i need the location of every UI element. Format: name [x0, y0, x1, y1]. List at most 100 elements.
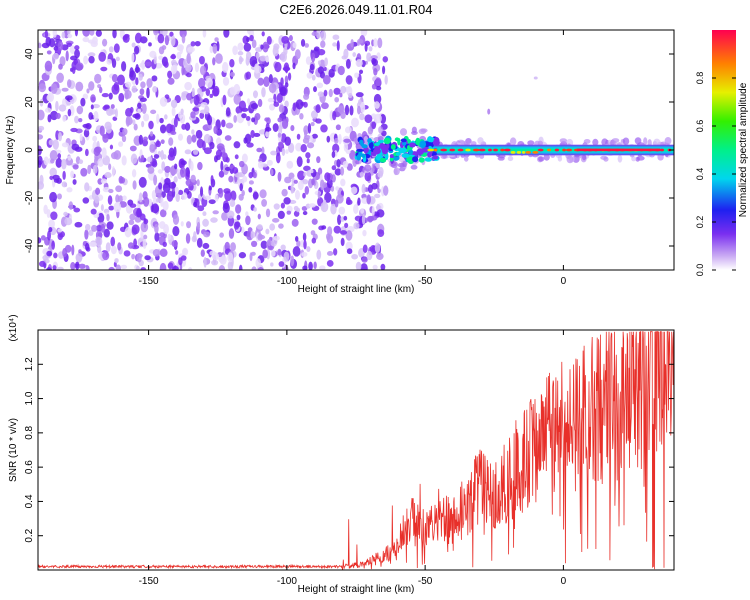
spectrogram-noise-blob [185, 233, 191, 244]
spectrogram-noise-blob [317, 91, 324, 97]
spectrogram-ytick-label: -20 [24, 190, 35, 205]
spectrogram-noise-blob [180, 160, 187, 166]
spectrogram-noise-blob [222, 61, 229, 73]
spectrogram-noise-blob [153, 154, 160, 159]
spectrogram-noise-blob [374, 193, 381, 199]
spectrogram-noise-blob [302, 232, 307, 242]
spectrogram-noise-blob [360, 30, 368, 37]
spectrogram-noise-blob [38, 134, 44, 140]
spectrogram-noise-blob [193, 94, 200, 106]
spectrogram-noise-blob [97, 244, 102, 254]
spectrogram-noise-blob [259, 55, 267, 62]
signal-halo-blob [507, 156, 514, 162]
spectrogram-noise-blob [377, 170, 383, 178]
spectrogram-noise-blob [138, 192, 143, 203]
spectrogram-noise-blob [184, 122, 191, 131]
spectrogram-noise-blob [308, 261, 313, 270]
spectrogram-noise-blob [89, 241, 97, 248]
spectrogram-noise-blob [73, 207, 81, 213]
spectrogram-noise-blob [74, 49, 80, 59]
spectrogram-xlabel: Height of straight line (km) [298, 284, 415, 295]
spectrogram-noise-blob [257, 213, 261, 220]
spectrogram-noise-blob [50, 83, 58, 95]
signal-onset-blob [374, 142, 381, 146]
spectrogram-noise-blob [100, 178, 107, 184]
spectrogram-noise-blob [251, 117, 256, 123]
spectrogram-noise-blob [328, 88, 333, 98]
spectrogram-noise-blob [170, 99, 178, 109]
spectrogram-noise-blob [331, 165, 337, 171]
spectrogram-noise-blob [236, 214, 241, 221]
spectrogram-noise-blob [302, 211, 308, 216]
spectrogram-noise-blob [366, 250, 373, 261]
spectrogram-noise-blob [354, 72, 360, 79]
spectrogram-noise-blob [85, 123, 92, 130]
spectrogram-noise-blob [200, 249, 205, 257]
spectrogram-noise-blob [65, 50, 69, 62]
snr-ytick-label: 0.2 [24, 528, 35, 542]
spectrogram-noise-blob [277, 210, 285, 220]
spectrogram-noise-blob [101, 38, 108, 47]
spectrogram-noise-blob [194, 62, 200, 73]
spectrogram-noise-blob [364, 43, 368, 52]
spectrogram-noise-blob [158, 55, 163, 60]
snr-y-multiplier: (x10⁴) [8, 314, 19, 341]
spectrogram-noise-blob [179, 30, 187, 38]
spectrogram-noise-blob [167, 70, 173, 79]
spectrogram-xtick-label: 0 [561, 276, 567, 287]
signal-halo-blob [603, 156, 609, 162]
spectrogram-noise-blob [311, 237, 317, 244]
spectrogram-noise-blob [158, 232, 166, 237]
spectrogram-noise-blob [139, 213, 146, 221]
spectrogram-noise-blob [203, 195, 212, 200]
spectrogram-noise-blob [214, 194, 219, 202]
spectrogram-noise-blob [113, 43, 120, 53]
spectrogram-noise-blob [139, 88, 145, 96]
signal-peak-blob [433, 148, 438, 152]
spectrogram-noise-blob [129, 145, 137, 152]
spectrogram-noise-blob [141, 120, 145, 128]
colorbar: 0.0 0.2 0.4 0.6 0.8 Normalized spectral ampl… [695, 30, 749, 276]
spectrogram-noise-blob [246, 230, 251, 238]
spectrogram-noise-blob [156, 113, 160, 124]
spectrogram-noise-blob [50, 211, 58, 220]
spectrogram-noise-blob [62, 170, 66, 180]
spectrogram-noise-blob [144, 255, 151, 261]
signal-onset-blob [375, 154, 382, 161]
spectrogram-noise-blob [176, 51, 182, 60]
spectrogram-noise-blob [340, 178, 346, 187]
signal-peak-blob [547, 148, 552, 152]
spectrogram-noise-blob [218, 170, 225, 178]
spectrogram-noise-blob [286, 160, 294, 169]
signal-onset-blob [359, 139, 364, 145]
spectrogram-noise-blob [82, 30, 91, 37]
spectrogram-noise-blob [355, 261, 362, 270]
signal-halo-blob [643, 137, 648, 146]
spectrogram-noise-blob [303, 101, 308, 108]
spectrogram-noise-blob [61, 31, 66, 39]
spectrogram-noise-blob [250, 230, 254, 239]
spectrogram-noise-blob [376, 209, 385, 218]
spectrogram-noise-blob [82, 197, 90, 204]
spectrogram-noise-blob [263, 76, 270, 88]
signal-halo-blob [397, 162, 405, 168]
spectrogram-noise-blob [377, 229, 385, 237]
spectrogram-noise-blob [75, 81, 84, 92]
signal-onset-blob [379, 157, 387, 163]
spectrogram-noise-blob [256, 224, 263, 230]
signal-halo-blob [355, 160, 360, 165]
spectrogram-noise-blob [101, 93, 110, 98]
spectrogram-noise-blob [67, 33, 73, 39]
signal-onset-blob [395, 152, 401, 156]
spectrogram-noise-blob [208, 199, 216, 205]
spectrogram-noise-blob [185, 63, 192, 73]
spectrogram-noise-blob [142, 238, 147, 249]
spectrogram-noise-blob [159, 117, 164, 124]
spectrogram-noise-blob [344, 222, 349, 229]
spectrogram-noise-blob [292, 62, 296, 70]
spectrogram-noise-blob [327, 226, 333, 237]
spectrogram-noise-blob [333, 225, 342, 234]
spectrogram-noise-blob [46, 50, 52, 55]
spectrogram-noise-blob [255, 258, 261, 268]
spectrogram-noise-blob [252, 191, 259, 200]
